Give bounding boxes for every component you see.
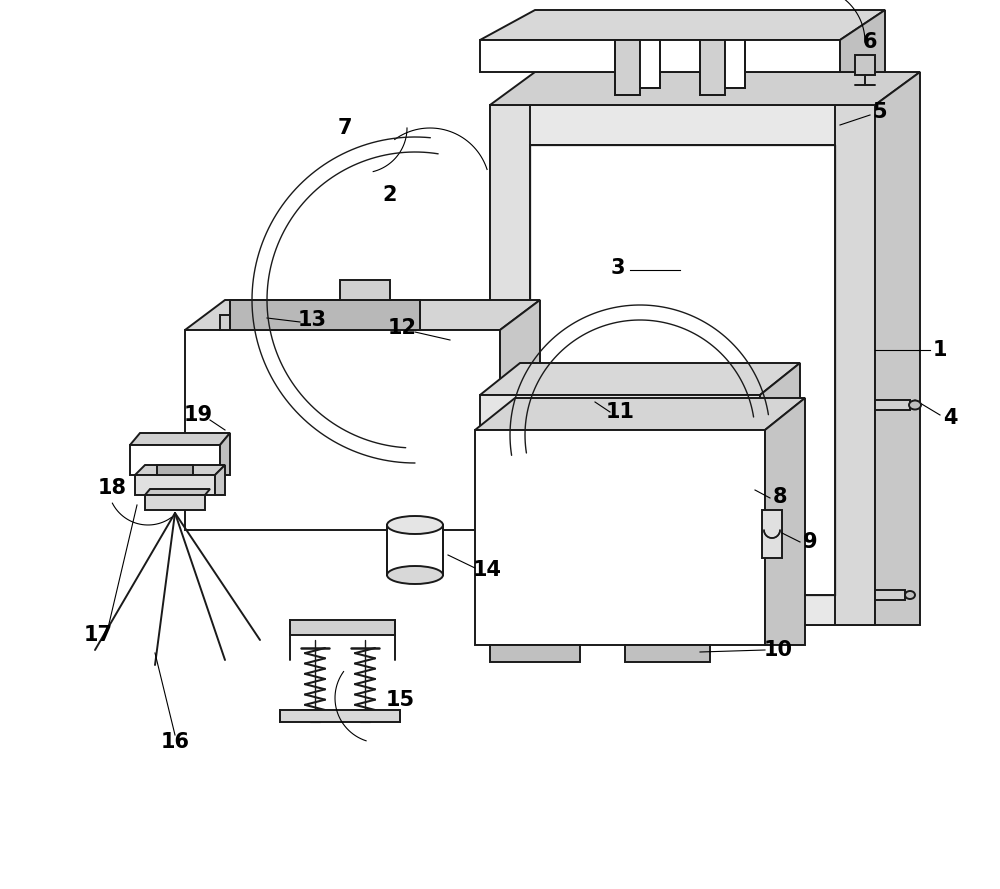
Text: 14: 14 xyxy=(473,560,502,580)
Ellipse shape xyxy=(387,566,443,584)
Polygon shape xyxy=(387,525,443,575)
Polygon shape xyxy=(640,40,660,88)
Text: 13: 13 xyxy=(298,310,327,330)
Text: 17: 17 xyxy=(84,625,113,645)
Polygon shape xyxy=(765,398,805,645)
Text: 8: 8 xyxy=(773,487,787,507)
Text: 3: 3 xyxy=(611,258,625,278)
Polygon shape xyxy=(490,105,875,145)
Polygon shape xyxy=(265,300,280,330)
Polygon shape xyxy=(875,590,905,600)
Polygon shape xyxy=(625,645,710,662)
Polygon shape xyxy=(130,433,230,445)
Text: 9: 9 xyxy=(803,532,817,552)
Polygon shape xyxy=(157,465,193,475)
Polygon shape xyxy=(220,433,230,475)
Polygon shape xyxy=(762,510,782,558)
Polygon shape xyxy=(280,710,400,722)
Polygon shape xyxy=(185,330,500,530)
Polygon shape xyxy=(480,395,760,430)
Text: 5: 5 xyxy=(873,102,887,122)
Polygon shape xyxy=(475,398,805,430)
Polygon shape xyxy=(480,363,800,395)
Polygon shape xyxy=(290,620,395,635)
Text: 19: 19 xyxy=(183,405,213,425)
Polygon shape xyxy=(475,430,765,645)
Polygon shape xyxy=(490,595,875,625)
Polygon shape xyxy=(145,495,205,510)
Polygon shape xyxy=(530,145,835,595)
Text: 10: 10 xyxy=(764,640,792,660)
Ellipse shape xyxy=(387,516,443,534)
Polygon shape xyxy=(490,645,580,662)
Polygon shape xyxy=(855,55,875,75)
Polygon shape xyxy=(220,315,265,330)
Text: 11: 11 xyxy=(606,402,635,422)
Polygon shape xyxy=(480,10,885,40)
Polygon shape xyxy=(500,300,540,530)
Polygon shape xyxy=(700,40,725,95)
Text: 18: 18 xyxy=(98,478,127,498)
Text: 16: 16 xyxy=(161,732,190,752)
Polygon shape xyxy=(490,105,530,625)
Polygon shape xyxy=(490,72,920,105)
Polygon shape xyxy=(130,445,220,475)
Polygon shape xyxy=(230,300,420,330)
Ellipse shape xyxy=(909,401,921,410)
Polygon shape xyxy=(145,489,210,495)
Polygon shape xyxy=(840,10,885,72)
Text: 12: 12 xyxy=(388,318,417,338)
Polygon shape xyxy=(875,400,910,410)
Polygon shape xyxy=(135,475,215,495)
Polygon shape xyxy=(480,40,840,72)
Polygon shape xyxy=(185,300,540,330)
Text: 15: 15 xyxy=(385,690,415,710)
Polygon shape xyxy=(835,105,875,625)
Polygon shape xyxy=(135,465,225,475)
Text: 1: 1 xyxy=(933,340,947,360)
Text: 4: 4 xyxy=(943,408,957,428)
Polygon shape xyxy=(215,465,225,495)
Ellipse shape xyxy=(905,591,915,599)
Text: 7: 7 xyxy=(338,118,352,138)
Polygon shape xyxy=(490,105,875,625)
Polygon shape xyxy=(360,715,370,722)
Polygon shape xyxy=(310,715,320,722)
Text: 6: 6 xyxy=(863,32,877,52)
Polygon shape xyxy=(340,280,390,300)
Polygon shape xyxy=(615,40,640,95)
Polygon shape xyxy=(760,363,800,430)
Polygon shape xyxy=(725,40,745,88)
Polygon shape xyxy=(875,72,920,625)
Text: 2: 2 xyxy=(383,185,397,205)
